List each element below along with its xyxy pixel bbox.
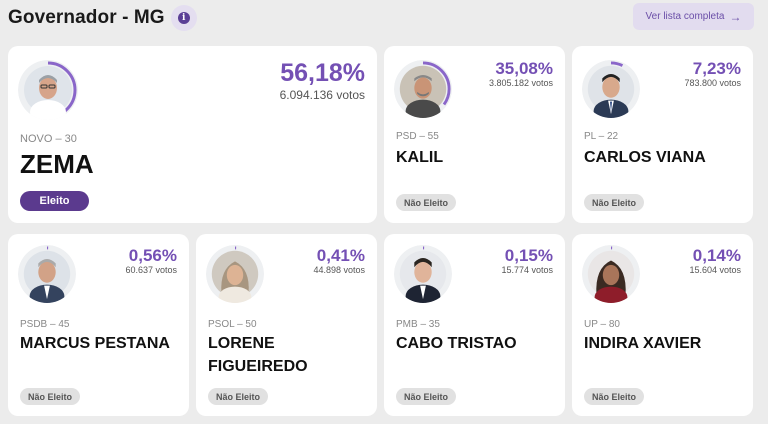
vote-count: 783.800 votos — [684, 78, 741, 88]
vote-count: 15.604 votos — [689, 265, 741, 275]
view-full-list-button[interactable]: Ver lista completa → — [633, 3, 754, 30]
candidate-name: ZEMA — [20, 149, 94, 179]
vote-percentage: 0,15% — [504, 246, 553, 265]
candidate-card-lorene-figueiredo[interactable]: 0,41% 44.898 votos PSOL – 50 LORENE FIGU… — [196, 234, 377, 416]
candidate-photo — [18, 60, 78, 120]
candidate-name: CABO TRISTAO — [396, 335, 517, 352]
candidate-name: LORENE FIGUEIREDO — [208, 332, 308, 378]
party-number: UP – 80 — [584, 319, 620, 330]
party-number: PSDB – 45 — [20, 319, 70, 330]
status-badge-not-elected: Não Eleito — [396, 388, 457, 405]
info-button[interactable]: i — [170, 5, 197, 31]
vote-percentage: 56,18% — [280, 59, 365, 87]
candidate-card-cabo-tristao[interactable]: 0,15% 15.774 votos PMB – 35 CABO TRISTAO… — [384, 234, 565, 416]
candidate-card-indira-xavier[interactable]: 0,14% 15.604 votos UP – 80 INDIRA XAVIER… — [572, 234, 753, 416]
status-badge-not-elected: Não Eleito — [584, 388, 645, 405]
candidate-card-kalil[interactable]: 35,08% 3.805.182 votos PSD – 55 KALIL Nã… — [384, 46, 565, 223]
vote-count: 6.094.136 votos — [279, 88, 365, 102]
candidate-name-line-2: FIGUEIREDO — [208, 358, 308, 376]
candidate-card-marcus-pestana[interactable]: 0,56% 60.637 votos PSDB – 45 MARCUS PEST… — [8, 234, 189, 416]
candidate-photo — [206, 245, 264, 303]
candidate-card-zema[interactable]: 56,18% 6.094.136 votos NOVO – 30 ZEMA El… — [8, 46, 377, 223]
vote-percentage: 0,14% — [692, 246, 741, 265]
vote-count: 3.805.182 votos — [488, 78, 553, 88]
candidate-photo — [582, 60, 640, 118]
party-number: PSD – 55 — [396, 131, 439, 142]
candidate-name: MARCUS PESTANA — [20, 335, 170, 352]
candidate-name: CARLOS VIANA — [584, 149, 706, 166]
page-header: Governador - MG i — [8, 4, 197, 32]
party-number: PSOL – 50 — [208, 319, 257, 330]
vote-count: 15.774 votos — [501, 265, 553, 275]
vote-count: 44.898 votos — [313, 265, 365, 275]
party-number: PL – 22 — [584, 131, 619, 142]
page-title: Governador - MG — [8, 7, 165, 28]
candidate-photo — [394, 245, 452, 303]
vote-percentage: 7,23% — [692, 59, 741, 78]
candidate-card-carlos-viana[interactable]: 7,23% 783.800 votos PL – 22 CARLOS VIANA… — [572, 46, 753, 223]
candidate-photo — [582, 245, 640, 303]
candidate-photo — [394, 60, 452, 118]
arrow-right-icon: → — [729, 9, 742, 24]
status-badge-not-elected: Não Eleito — [208, 388, 269, 405]
vote-percentage: 35,08% — [495, 59, 553, 78]
status-badge-not-elected: Não Eleito — [584, 194, 645, 211]
status-badge-not-elected: Não Eleito — [396, 194, 457, 211]
candidate-photo — [18, 245, 76, 303]
status-badge-elected: Eleito — [20, 191, 89, 211]
candidate-name-line-1: LORENE — [208, 335, 275, 352]
candidate-name: KALIL — [396, 149, 444, 166]
candidate-name: INDIRA XAVIER — [584, 335, 702, 352]
view-full-list-label: Ver lista completa — [645, 11, 725, 22]
vote-percentage: 0,56% — [128, 246, 177, 265]
vote-count: 60.637 votos — [125, 265, 177, 275]
party-number: PMB – 35 — [396, 319, 440, 330]
info-icon: i — [177, 12, 190, 24]
vote-percentage: 0,41% — [316, 246, 365, 265]
party-number: NOVO – 30 — [20, 133, 77, 145]
status-badge-not-elected: Não Eleito — [20, 388, 81, 405]
